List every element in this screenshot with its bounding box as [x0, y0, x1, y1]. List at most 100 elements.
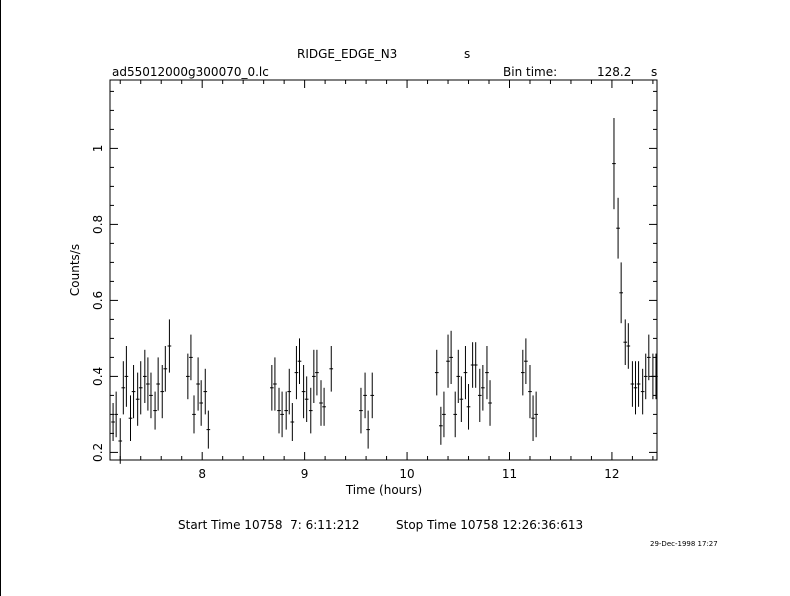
data-points: [111, 118, 658, 464]
data-point: [297, 338, 302, 384]
data-point: [160, 365, 165, 419]
data-point: [466, 384, 471, 430]
data-point: [186, 353, 190, 400]
data-point: [270, 365, 274, 411]
data-point: [456, 349, 461, 403]
data-point: [619, 262, 623, 324]
data-point: [463, 346, 468, 400]
data-point: [167, 319, 172, 373]
data-point: [434, 349, 439, 396]
data-point: [153, 391, 157, 430]
data-point: [612, 118, 616, 210]
y-tick-label: 0.2: [91, 443, 105, 462]
data-point: [312, 349, 316, 403]
data-point: [646, 334, 651, 381]
y-tick-labels: 0.2 0.4 0.6 0.8 1: [91, 145, 105, 462]
data-point: [290, 403, 295, 441]
data-point: [640, 368, 645, 415]
data-point: [616, 197, 620, 259]
data-point: [449, 330, 453, 384]
bin-time-value: 128.2: [597, 65, 632, 79]
data-point: [280, 391, 284, 438]
data-point: [439, 406, 443, 445]
data-point: [329, 346, 334, 392]
bin-time-unit: s: [651, 65, 658, 79]
data-point: [363, 372, 367, 419]
data-point: [528, 365, 532, 419]
data-point: [470, 342, 475, 388]
axis-ticks: [110, 80, 657, 460]
data-point: [459, 376, 464, 422]
data-point: [149, 372, 153, 419]
data-point: [118, 418, 123, 464]
x-tick-label: 12: [604, 467, 619, 481]
data-point: [315, 349, 319, 396]
data-point: [473, 342, 478, 388]
data-point: [359, 387, 363, 434]
data-point: [189, 334, 193, 381]
data-point: [322, 387, 326, 426]
data-point: [143, 349, 147, 403]
data-point: [146, 357, 150, 411]
data-point: [626, 323, 631, 369]
data-point: [206, 410, 211, 449]
data-point: [623, 319, 628, 365]
y-tick-label: 0.8: [91, 215, 105, 234]
data-point: [370, 372, 375, 419]
y-tick-label: 0.6: [91, 291, 105, 310]
data-point: [301, 365, 306, 419]
data-point: [304, 376, 309, 422]
data-point: [135, 372, 140, 426]
data-point: [531, 395, 535, 441]
object-name: RIDGE_EDGE_N3: [297, 47, 398, 61]
data-point: [366, 410, 370, 449]
data-point: [277, 387, 281, 434]
data-point: [442, 391, 446, 438]
start-time: Start Time 10758 7: 6:11:212: [178, 518, 360, 532]
data-point: [124, 346, 129, 407]
data-point: [196, 357, 200, 411]
data-point: [524, 338, 528, 384]
data-point: [203, 368, 208, 415]
x-tick-label: 11: [502, 467, 517, 481]
data-point: [284, 391, 289, 430]
y-tick-label: 0.4: [91, 367, 105, 386]
y-axis-label: Counts/s: [68, 244, 82, 296]
data-point: [192, 395, 196, 434]
data-point: [654, 353, 658, 400]
data-point: [485, 346, 489, 400]
data-point: [643, 353, 648, 400]
x-tick-labels: 8 9 10 11 12: [198, 467, 619, 481]
y-tick-label: 1: [91, 145, 105, 153]
data-point: [520, 349, 525, 396]
window-left-border: [0, 0, 1, 596]
data-point: [114, 391, 118, 438]
data-point: [111, 403, 115, 441]
data-point: [453, 391, 458, 438]
data-point: [273, 357, 277, 411]
x-tick-label: 10: [399, 467, 414, 481]
plot-frame: [109, 79, 658, 461]
x-axis-label: Time (hours): [345, 483, 422, 497]
data-point: [294, 346, 299, 400]
data-point: [128, 395, 133, 441]
data-point: [630, 361, 635, 407]
data-point: [121, 361, 126, 415]
data-point: [287, 368, 292, 415]
data-point: [651, 353, 655, 400]
data-point: [481, 365, 485, 411]
data-point: [636, 361, 641, 407]
data-point: [199, 380, 203, 426]
data-point: [163, 346, 168, 392]
data-point: [156, 357, 160, 411]
bin-time-label: Bin time:: [503, 65, 558, 79]
data-point: [477, 368, 482, 422]
data-point: [319, 380, 323, 426]
data-point: [446, 334, 450, 388]
data-point: [488, 380, 492, 426]
data-point: [131, 365, 136, 419]
data-point: [534, 391, 538, 438]
stop-time: Stop Time 10758 12:26:36:613: [396, 518, 584, 532]
data-point: [633, 361, 638, 415]
